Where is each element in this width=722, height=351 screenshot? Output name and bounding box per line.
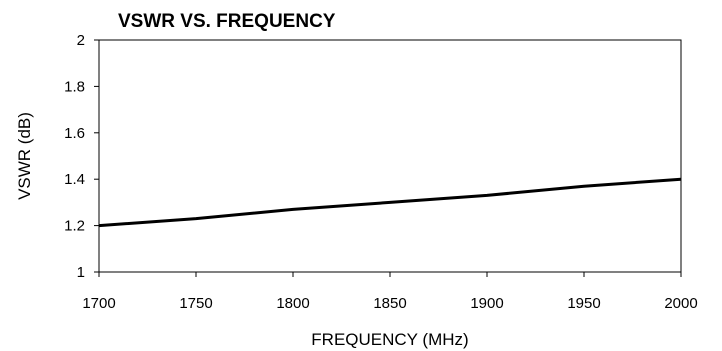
x-tick-label: 1800	[276, 295, 309, 312]
x-tick-label: 1850	[373, 295, 406, 312]
plot-frame	[98, 39, 682, 273]
x-axis: 1700 1750 1800 1850 1900 1950 2000	[82, 272, 698, 312]
series-layer	[98, 177, 682, 228]
y-axis-label: VSWR (dB)	[15, 112, 34, 200]
y-tick-label: 1.4	[64, 171, 85, 188]
x-tick-label: 1700	[82, 295, 115, 312]
chart-title: VSWR VS. FREQUENCY	[118, 11, 336, 32]
x-tick-label: 1950	[567, 295, 600, 312]
y-tick-label: 1.6	[64, 125, 85, 142]
x-tick-label: 1750	[179, 295, 212, 312]
series-line-0	[98, 177, 682, 228]
y-tick-label: 1.8	[64, 78, 85, 95]
y-tick-label: 1	[77, 264, 85, 281]
y-axis: 1 1.2 1.4 1.6 1.8 2	[64, 32, 99, 281]
y-tick-label: 2	[77, 32, 85, 49]
x-axis-label: FREQUENCY (MHz)	[311, 330, 468, 349]
y-tick-label: 1.2	[64, 218, 85, 235]
x-tick-label: 1900	[470, 295, 503, 312]
x-tick-label: 2000	[664, 295, 697, 312]
